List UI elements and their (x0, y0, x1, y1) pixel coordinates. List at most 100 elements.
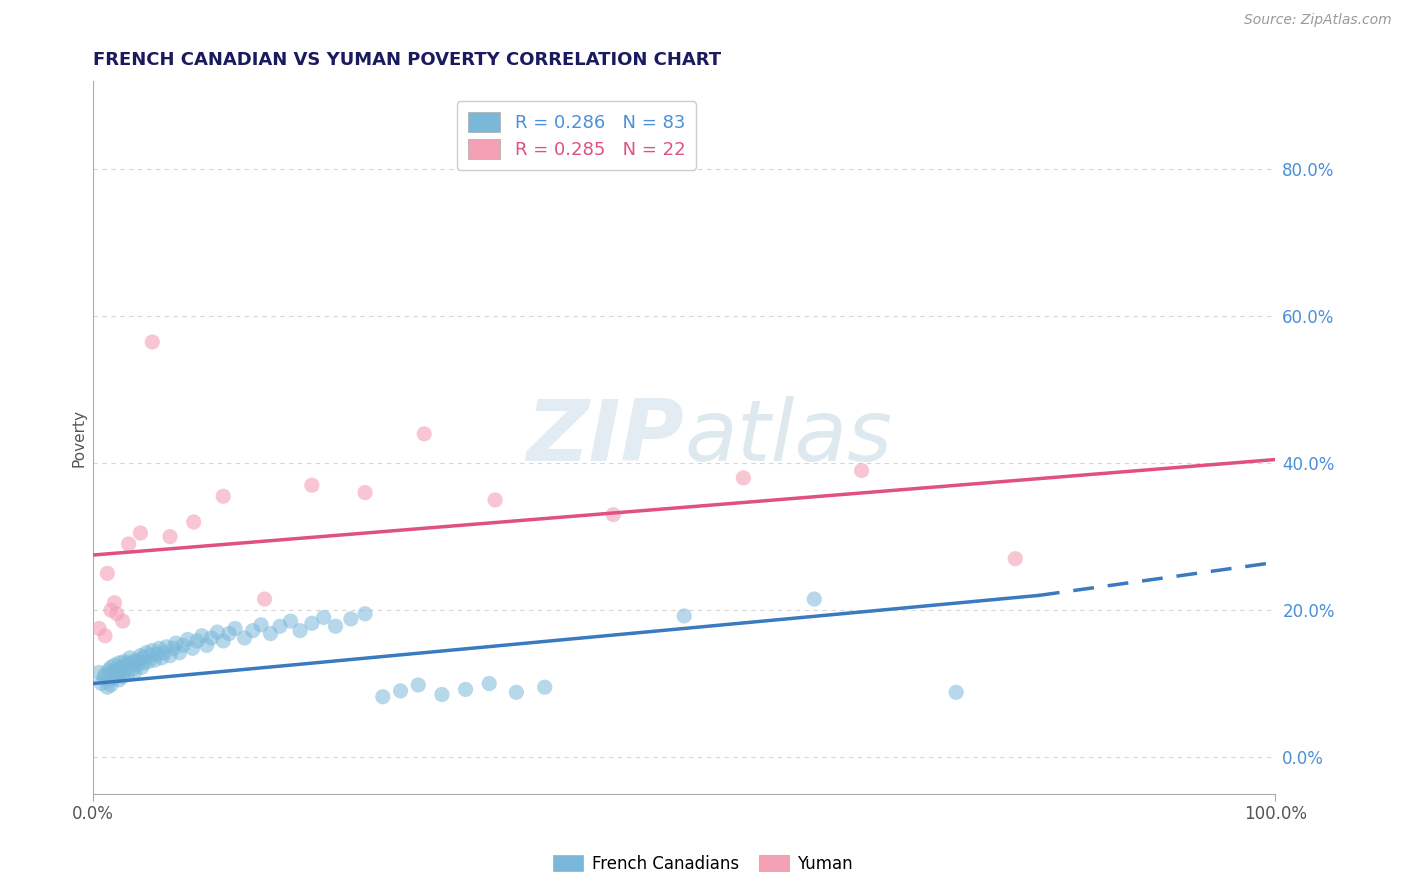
Point (94, 629, 117, 643)
Point (117, 537, 139, 551)
Point (100, 678, 122, 692)
Point (533, 680, 555, 694)
Text: atlas: atlas (685, 396, 893, 479)
Point (340, 612, 363, 626)
Point (101, 665, 124, 680)
Point (212, 489, 235, 503)
Point (127, 655, 149, 669)
Point (150, 650, 173, 665)
Point (371, 690, 394, 704)
Point (165, 636, 187, 650)
Point (159, 530, 181, 544)
Point (484, 492, 506, 507)
Point (121, 662, 143, 676)
Point (141, 334, 163, 349)
Point (93, 671, 115, 685)
Point (242, 624, 264, 638)
Point (218, 626, 240, 640)
Point (195, 638, 218, 652)
Point (111, 669, 134, 683)
Point (98, 673, 121, 687)
Point (96, 680, 118, 694)
Text: Source: ZipAtlas.com: Source: ZipAtlas.com (1244, 13, 1392, 28)
Point (146, 647, 169, 661)
Legend: R = 0.286   N = 83, R = 0.285   N = 22: R = 0.286 N = 83, R = 0.285 N = 22 (457, 101, 696, 169)
Point (125, 658, 148, 673)
Point (454, 682, 477, 697)
Point (132, 650, 155, 665)
Point (129, 648, 152, 663)
Point (96, 566, 118, 581)
Point (143, 653, 166, 667)
Point (505, 685, 527, 699)
Point (280, 614, 302, 628)
Point (132, 656, 155, 670)
Legend: French Canadians, Yuman: French Canadians, Yuman (547, 848, 859, 880)
Point (103, 658, 125, 673)
Point (141, 643, 163, 657)
Point (259, 626, 281, 640)
Point (87, 622, 110, 636)
Point (250, 617, 273, 632)
Point (105, 667, 128, 681)
Point (115, 658, 138, 673)
Point (413, 426, 436, 441)
Point (354, 607, 377, 621)
Point (207, 625, 229, 640)
Point (97, 663, 120, 677)
Point (135, 646, 157, 660)
Point (122, 656, 145, 670)
Point (945, 685, 967, 699)
Point (354, 485, 377, 500)
Point (181, 641, 204, 656)
Point (1004, 551, 1026, 566)
Point (478, 676, 501, 690)
Point (803, 592, 825, 607)
Point (117, 656, 139, 670)
Point (155, 640, 177, 654)
Point (100, 660, 122, 674)
Point (139, 648, 162, 663)
Point (733, 471, 755, 485)
Text: FRENCH CANADIAN VS YUMAN POVERTY CORRELATION CHART: FRENCH CANADIAN VS YUMAN POVERTY CORRELA… (93, 51, 721, 69)
Point (118, 650, 141, 665)
Point (312, 610, 335, 624)
Point (169, 646, 191, 660)
Point (138, 655, 160, 669)
Point (111, 614, 134, 628)
Point (172, 638, 194, 652)
Point (212, 634, 235, 648)
Point (253, 592, 276, 607)
Point (153, 646, 176, 660)
Point (288, 624, 311, 638)
Point (325, 619, 347, 633)
Point (162, 641, 184, 656)
Point (851, 464, 873, 478)
Point (183, 515, 205, 529)
Point (110, 665, 132, 680)
Point (125, 653, 148, 667)
Point (114, 663, 136, 677)
Point (90, 676, 112, 690)
Point (108, 673, 131, 687)
Point (117, 667, 139, 681)
Point (129, 526, 152, 541)
Point (87, 665, 110, 680)
Text: ZIP: ZIP (527, 396, 685, 479)
Point (103, 596, 125, 610)
Point (100, 603, 122, 617)
Point (177, 632, 200, 647)
Y-axis label: Poverty: Poverty (72, 409, 86, 467)
Point (224, 622, 246, 636)
Point (269, 619, 291, 633)
Point (301, 616, 323, 631)
Point (131, 660, 153, 674)
Point (105, 607, 128, 621)
Point (301, 478, 323, 492)
Point (159, 648, 181, 663)
Point (186, 634, 208, 648)
Point (389, 684, 412, 698)
Point (191, 629, 214, 643)
Point (103, 671, 125, 685)
Point (112, 655, 135, 669)
